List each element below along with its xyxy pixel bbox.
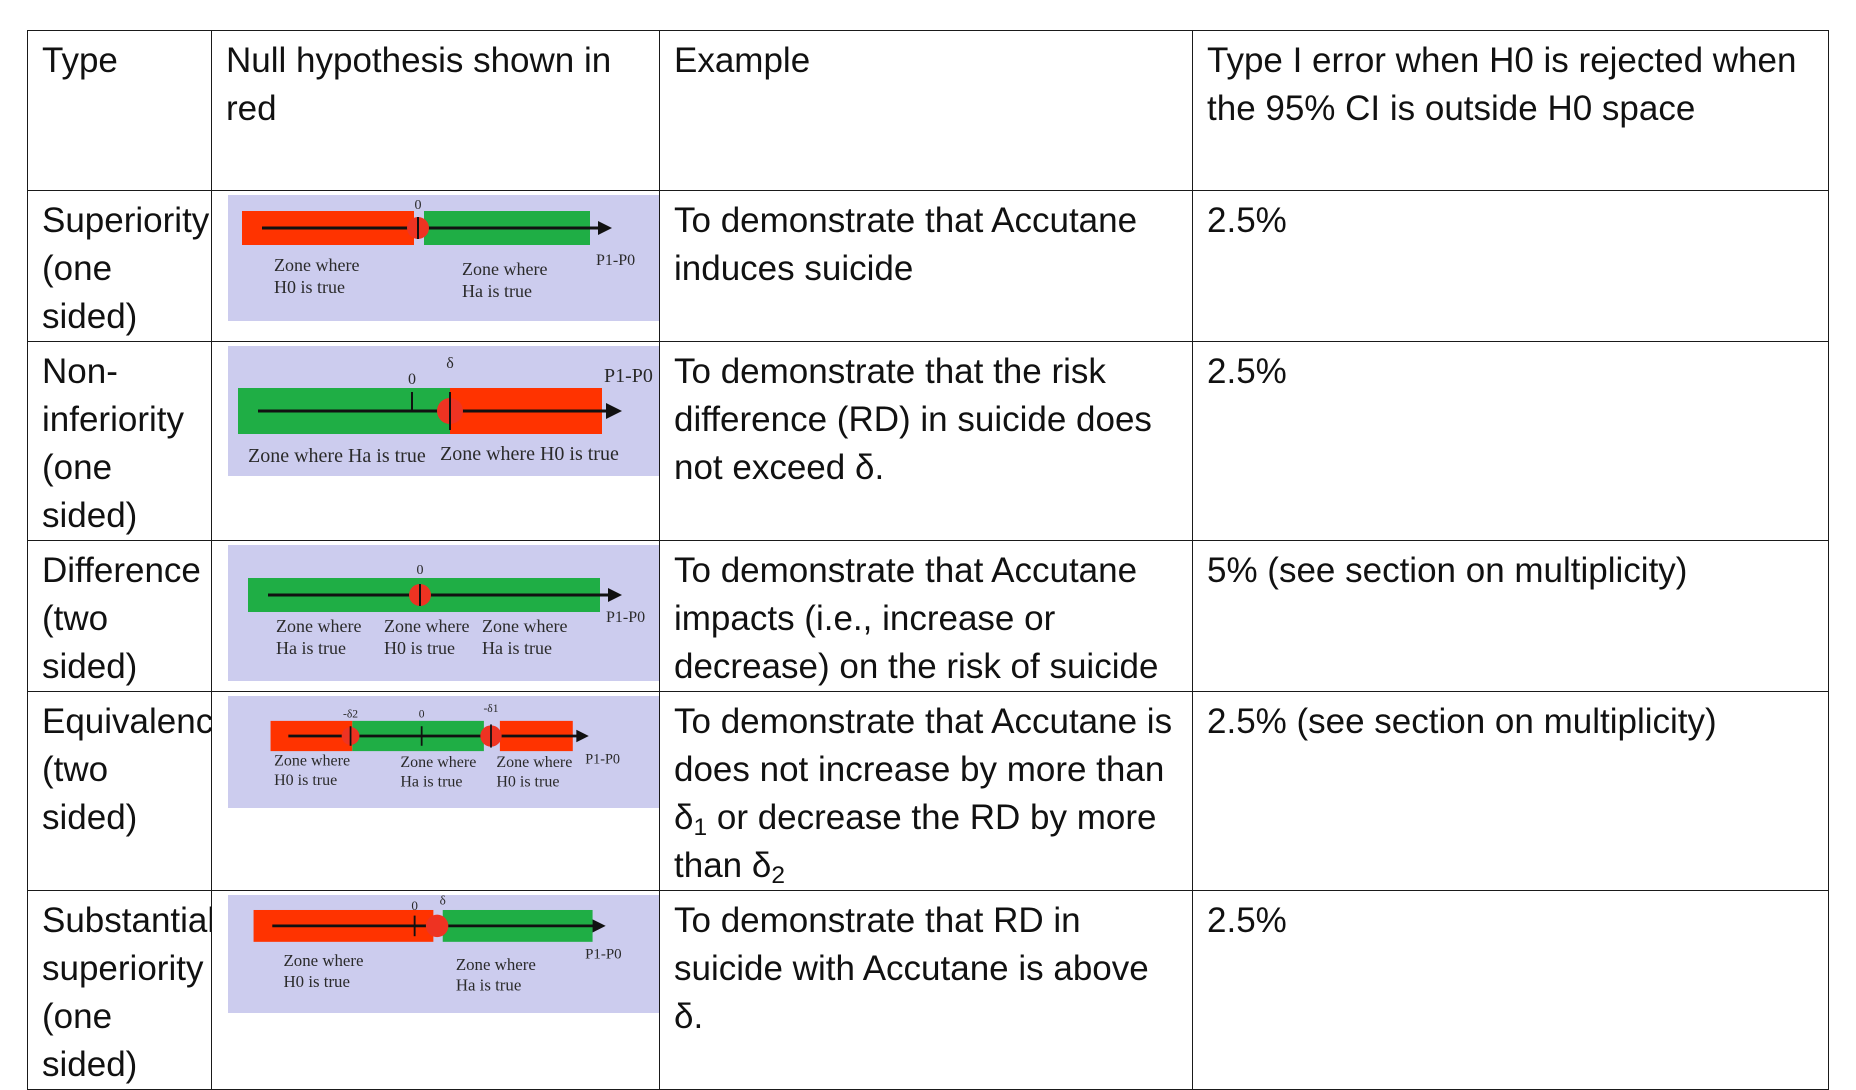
diagram-cell: -δ2 0 -δ1 P1-P0 Zone where H0 is true Zo… bbox=[211, 691, 660, 891]
row-example: To demonstrate that Accutane impacts (i.… bbox=[659, 540, 1193, 692]
delta-label: δ bbox=[440, 895, 446, 907]
diagram-cell: 0 P1-P0 Zone where Ha is true Zone where… bbox=[211, 540, 660, 692]
zone-label: Zone where bbox=[400, 754, 476, 771]
example-text: or decrease the RD by more than δ bbox=[674, 798, 1157, 885]
axis-arrow-icon bbox=[592, 919, 606, 933]
axis-arrow-icon bbox=[608, 588, 622, 602]
row-type: Equivalence (two sided) bbox=[27, 691, 212, 891]
zone-label: Ha is true bbox=[276, 638, 346, 658]
zone-label: Zone where Ha is true bbox=[248, 445, 426, 467]
zone-label: Zone where bbox=[384, 616, 469, 636]
zone-label: Zone where bbox=[284, 951, 364, 970]
example-subscript: 2 bbox=[771, 862, 785, 890]
zero-label: 0 bbox=[415, 198, 422, 213]
equivalence-diagram: -δ2 0 -δ1 P1-P0 Zone where H0 is true Zo… bbox=[228, 696, 659, 808]
substantial-superiority-diagram: 0 δ P1-P0 Zone where H0 is true Zone whe… bbox=[228, 895, 659, 1013]
table-row: Equivalence (two sided) -δ2 0 -δ1 P1-P0 … bbox=[27, 691, 1829, 891]
row-error: 2.5% bbox=[1192, 890, 1829, 1090]
zone-label: Zone where bbox=[274, 255, 359, 275]
example-text: To demonstrate that Accutane is does not… bbox=[674, 702, 1173, 837]
zone-label: H0 is true bbox=[284, 972, 350, 991]
non-inferiority-diagram: 0 δ P1-P0 Zone where Ha is true Zone whe… bbox=[228, 346, 659, 476]
zone-label: Ha is true bbox=[400, 774, 462, 791]
zone-label: Zone where bbox=[276, 616, 361, 636]
row-error: 2.5% bbox=[1192, 341, 1829, 541]
zero-label: 0 bbox=[419, 708, 425, 720]
zone-label: Zone where bbox=[462, 259, 547, 279]
zone-label: Ha is true bbox=[482, 638, 552, 658]
zone-label: H0 is true bbox=[384, 638, 455, 658]
axis-label: P1-P0 bbox=[585, 947, 622, 963]
zone-label: Zone where bbox=[482, 616, 567, 636]
row-type: Difference (two sided) bbox=[27, 540, 212, 692]
row-type: Superiority (one sided) bbox=[27, 190, 212, 342]
hypothesis-types-table: Type Null hypothesis shown in red Exampl… bbox=[27, 30, 1829, 1090]
header-type1-error: Type I error when H0 is rejected when th… bbox=[1192, 30, 1829, 191]
table-row: Substantial superiority (one sided) 0 δ … bbox=[27, 890, 1829, 1090]
row-example: To demonstrate that Accutane is does not… bbox=[659, 691, 1193, 891]
row-type: Non-inferiority (one sided) bbox=[27, 341, 212, 541]
superiority-diagram: 0 P1-P0 Zone where H0 is true Zone where… bbox=[228, 195, 659, 321]
row-error: 5% (see section on multiplicity) bbox=[1192, 540, 1829, 692]
delta-label: δ bbox=[446, 355, 454, 372]
axis-label: P1-P0 bbox=[596, 252, 635, 269]
difference-diagram: 0 P1-P0 Zone where Ha is true Zone where… bbox=[228, 545, 659, 681]
table-row: Difference (two sided) 0 P1-P0 Zone wher… bbox=[27, 540, 1829, 692]
axis-label: P1-P0 bbox=[585, 752, 620, 768]
row-type: Substantial superiority (one sided) bbox=[27, 890, 212, 1090]
zone-label: Ha is true bbox=[462, 281, 532, 301]
zero-label: 0 bbox=[408, 371, 416, 388]
header-example: Example bbox=[659, 30, 1193, 191]
zone-label: H0 is true bbox=[274, 772, 337, 789]
axis-label: P1-P0 bbox=[606, 609, 645, 626]
example-subscript: 1 bbox=[693, 814, 708, 842]
zone-label: H0 is true bbox=[274, 277, 345, 297]
row-error: 2.5% bbox=[1192, 190, 1829, 342]
header-type: Type bbox=[27, 30, 212, 191]
table-header-row: Type Null hypothesis shown in red Exampl… bbox=[27, 30, 1829, 191]
row-example: To demonstrate that the risk difference … bbox=[659, 341, 1193, 541]
zero-label: 0 bbox=[411, 898, 418, 913]
zone-label: Zone where H0 is true bbox=[440, 443, 619, 465]
zone-label: H0 is true bbox=[496, 774, 559, 791]
delta-label: -δ2 bbox=[343, 708, 358, 720]
axis-label: P1-P0 bbox=[604, 365, 653, 387]
diagram-cell: 0 P1-P0 Zone where H0 is true Zone where… bbox=[211, 190, 660, 342]
delta-label: -δ1 bbox=[483, 703, 498, 715]
axis-arrow-icon bbox=[598, 221, 612, 235]
row-example: To demonstrate that Accutane induces sui… bbox=[659, 190, 1193, 342]
axis-arrow-icon bbox=[576, 729, 589, 743]
row-example: To demonstrate that RD in suicide with A… bbox=[659, 890, 1193, 1090]
table-row: Superiority (one sided) 0 P1-P0 Zone whe… bbox=[27, 190, 1829, 342]
table-row: Non-inferiority (one sided) 0 δ P1-P0 Zo… bbox=[27, 341, 1829, 541]
zone-label: Zone where bbox=[496, 754, 572, 771]
zone-label: Ha is true bbox=[456, 976, 521, 995]
zone-label: Zone where bbox=[274, 752, 350, 769]
null-point-marker bbox=[425, 914, 449, 938]
diagram-cell: 0 δ P1-P0 Zone where H0 is true Zone whe… bbox=[211, 890, 660, 1090]
zero-label: 0 bbox=[417, 563, 424, 578]
axis-arrow-icon bbox=[606, 403, 622, 419]
row-error: 2.5% (see section on multiplicity) bbox=[1192, 691, 1829, 891]
header-null-hypothesis: Null hypothesis shown in red bbox=[211, 30, 660, 191]
diagram-cell: 0 δ P1-P0 Zone where Ha is true Zone whe… bbox=[211, 341, 660, 541]
